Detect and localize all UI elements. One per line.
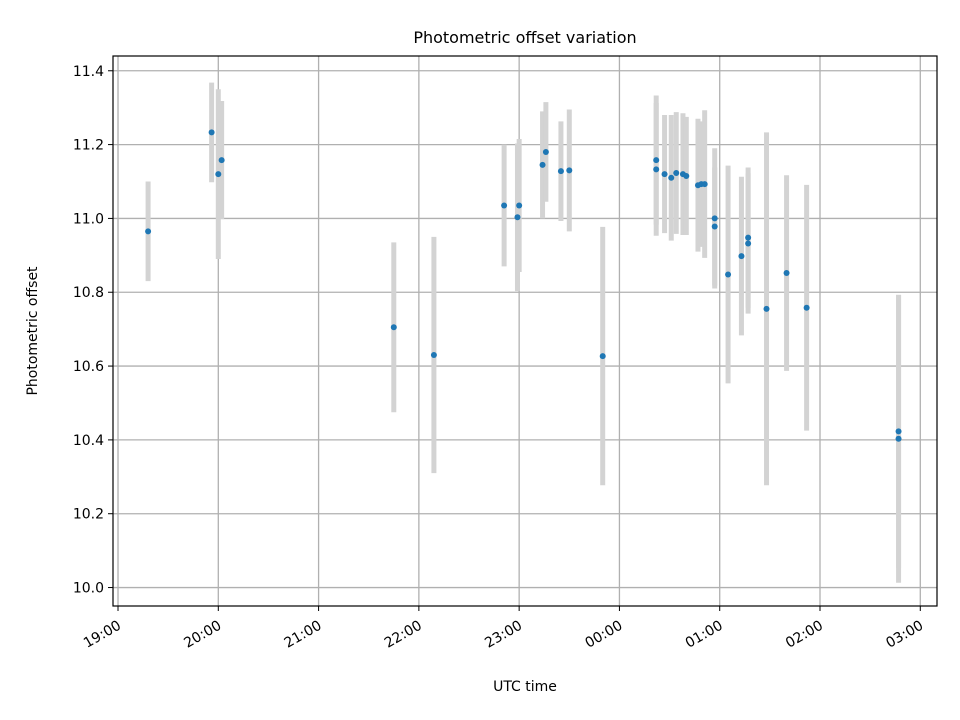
data-point [557, 168, 564, 175]
data-point [745, 234, 752, 241]
x-axis-label: UTC time [493, 679, 557, 695]
data-point [516, 202, 523, 209]
y-tick-label: 11.0 [73, 211, 104, 227]
y-tick-label: 11.2 [73, 138, 104, 154]
y-tick-label: 11.4 [73, 64, 104, 80]
y-tick-label: 10.0 [73, 581, 104, 597]
data-point [763, 305, 770, 312]
data-point [390, 324, 397, 331]
y-tick-label: 10.2 [73, 507, 104, 523]
data-point [668, 174, 675, 181]
data-point [218, 157, 225, 164]
data-point [711, 215, 718, 222]
data-point [783, 270, 790, 277]
data-point [542, 148, 549, 155]
data-point [653, 157, 660, 164]
data-points [145, 129, 902, 442]
chart-title: Photometric offset variation [413, 28, 636, 47]
data-point [208, 129, 215, 136]
data-point [803, 304, 810, 311]
y-axis-label: Photometric offset [25, 266, 41, 396]
data-point [895, 428, 902, 435]
data-point [745, 240, 752, 247]
data-point [145, 228, 152, 235]
data-point [430, 351, 437, 358]
data-point [683, 172, 690, 179]
data-point [539, 161, 546, 168]
data-point [653, 166, 660, 173]
y-axis-ticks: 10.0 10.2 10.4 10.6 10.8 11.0 11.2 11.4 [73, 64, 113, 597]
data-point [501, 202, 508, 209]
y-tick-label: 10.6 [73, 359, 104, 375]
data-point [725, 271, 732, 278]
y-tick-label: 10.8 [73, 285, 104, 301]
data-point [215, 171, 222, 178]
data-point [738, 253, 745, 260]
data-point [514, 214, 521, 221]
data-point [895, 435, 902, 442]
grid-lines [113, 56, 937, 606]
data-point [673, 170, 680, 177]
plot-frame [112, 55, 938, 607]
data-point [599, 353, 606, 360]
data-point [701, 181, 708, 188]
data-point [566, 167, 573, 174]
y-tick-label: 10.4 [73, 433, 104, 449]
data-point [661, 171, 668, 178]
data-point [711, 223, 718, 230]
